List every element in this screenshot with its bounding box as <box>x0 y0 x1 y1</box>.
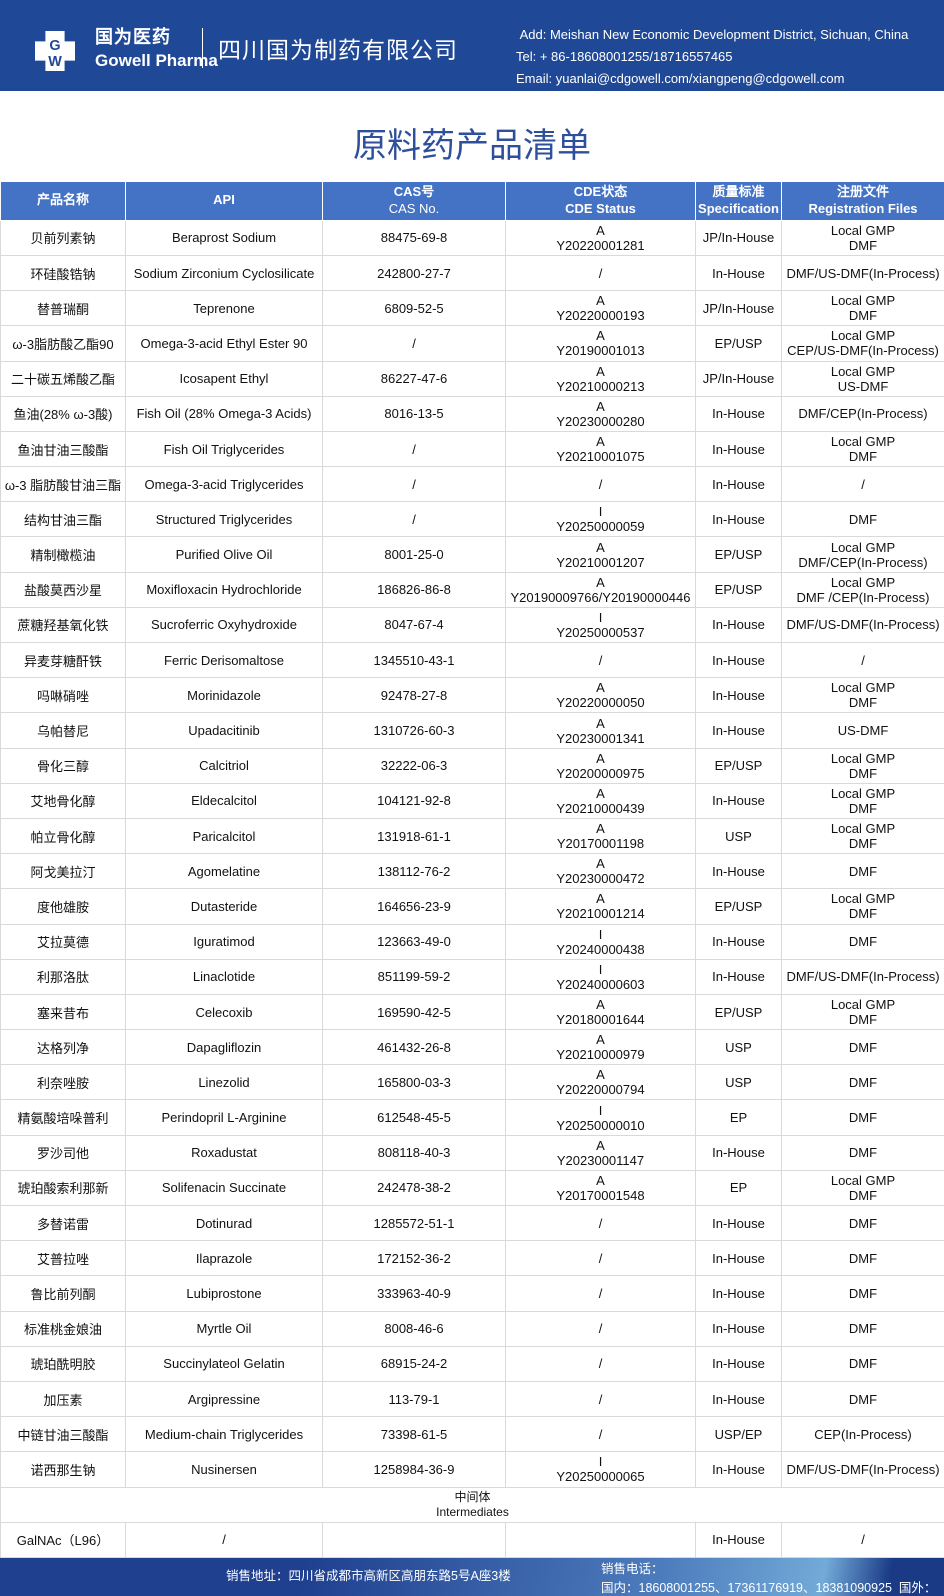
svg-text:G: G <box>49 38 60 54</box>
svg-text:W: W <box>48 54 62 70</box>
